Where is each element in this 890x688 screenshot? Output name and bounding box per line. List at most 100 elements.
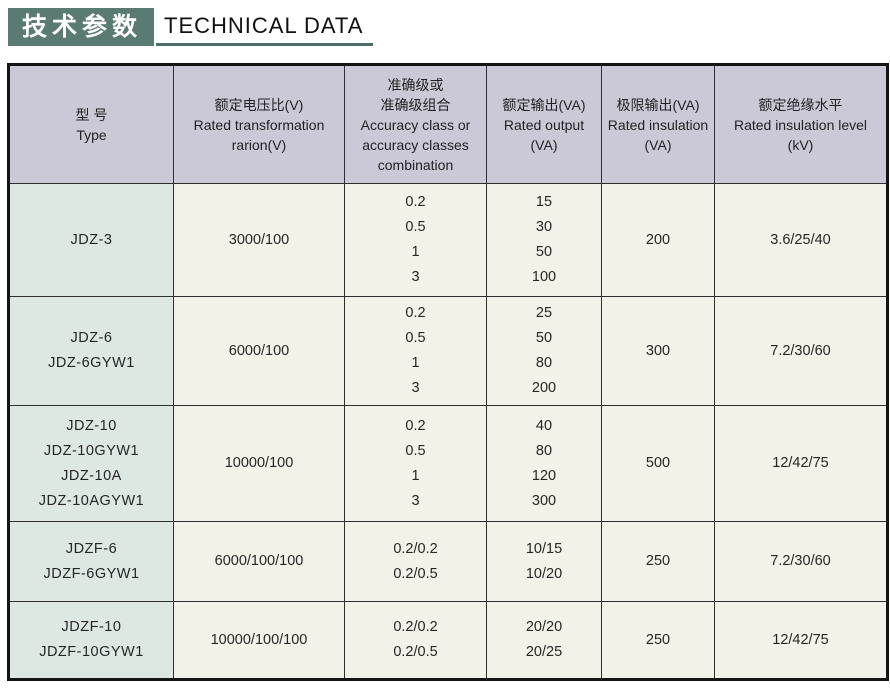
header-cell-insulation-level: 额定绝缘水平 Rated insulation level (kV) [714, 64, 888, 184]
text-line: 100 [531, 269, 557, 285]
header-row: 型 号 Type 额定电压比(V) Rated transformation rari… [8, 64, 888, 184]
text-line: Rated output [503, 116, 585, 133]
cell-insulation-level: 7.2/30/60 [714, 521, 888, 602]
text-line: 0.2/0.5 [393, 644, 438, 660]
cell-accuracy: 0.2 0.5 1 3 [344, 405, 487, 522]
text-line: 准确级或 [387, 76, 444, 93]
table-body: JDZ-3 3000/100 0.2 0.5 1 3 15 30 50 100 200 3.6/25/… [8, 183, 888, 680]
text-line: 25 [535, 305, 553, 321]
text-line: JDZ-6 [70, 330, 113, 346]
text-line: 型 号 [75, 106, 108, 123]
cell-accuracy: 0.2/0.2 0.2/0.5 [344, 601, 487, 680]
text-line: (kV) [787, 136, 814, 153]
text-line: 10000/100/100 [210, 631, 308, 648]
text-line: 6000/100 [228, 342, 290, 359]
text-line: (VA) [644, 136, 672, 153]
text-line: JDZ-10AGYW1 [38, 492, 145, 509]
header-cell-type: 型 号 Type [8, 64, 174, 184]
cell-ratio: 10000/100/100 [173, 601, 345, 680]
text-line: 50 [535, 244, 553, 260]
cell-rated-output: 40 80 120 300 [486, 405, 602, 522]
cell-rated-output: 20/20 20/25 [486, 601, 602, 680]
text-line: accuracy classes [362, 136, 469, 153]
text-line: 3.6/25/40 [770, 231, 831, 248]
table-header: 型 号 Type 额定电压比(V) Rated transformation rari… [8, 64, 888, 184]
text-line: JDZF-10 [61, 619, 122, 635]
text-line: 6000/100/100 [214, 553, 304, 569]
text-line: 0.5 [405, 442, 426, 459]
text-line: 120 [531, 467, 557, 484]
cell-ratio: 6000/100 [173, 296, 345, 406]
text-line: 15 [535, 194, 553, 210]
cell-type: JDZ-3 [8, 183, 174, 297]
text-line: JDZ-10 [66, 417, 117, 434]
text-line: JDZ-10A [61, 467, 122, 484]
text-line: 额定输出(VA) [502, 96, 586, 113]
cell-accuracy: 0.2/0.2 0.2/0.5 [344, 521, 487, 602]
table-row: JDZ-3 3000/100 0.2 0.5 1 3 15 30 50 100 200 3.6/25/… [8, 183, 888, 297]
text-line: Rated insulation level [733, 116, 868, 133]
text-line: JDZ-10GYW1 [43, 442, 140, 459]
text-line: 500 [645, 455, 671, 471]
text-line: 10000/100 [224, 455, 294, 471]
text-line: 0.5 [405, 219, 426, 235]
header-cell-ratio: 额定电压比(V) Rated transformation rarion(V) [173, 64, 345, 184]
text-line: JDZF-10GYW1 [39, 644, 144, 660]
cell-type: JDZF-10 JDZF-10GYW1 [8, 601, 174, 680]
cell-type: JDZF-6 JDZF-6GYW1 [8, 521, 174, 602]
table-row: JDZF-6 JDZF-6GYW1 6000/100/100 0.2/0.2 0.2/0… [8, 521, 888, 602]
text-line: JDZF-6 [65, 540, 118, 557]
cell-limit-output: 250 [601, 601, 715, 680]
section-header: 技术参数 TECHNICAL DATA [8, 6, 890, 46]
text-line: 80 [535, 442, 553, 459]
text-line: 80 [535, 355, 553, 371]
text-line: 7.2/30/60 [770, 553, 831, 569]
text-line: 10/20 [525, 565, 563, 582]
text-line: 额定绝缘水平 [758, 96, 843, 113]
text-line: 0.2/0.5 [393, 565, 438, 582]
table-row: JDZ-10 JDZ-10GYW1 JDZ-10A JDZ-10AGYW1 10000/… [8, 405, 888, 522]
text-line: 3000/100 [228, 231, 290, 248]
text-line: 准确级组合 [380, 96, 451, 113]
cell-limit-output: 500 [601, 405, 715, 522]
cell-limit-output: 200 [601, 183, 715, 297]
text-line: 50 [535, 330, 553, 346]
cell-ratio: 6000/100/100 [173, 521, 345, 602]
cell-rated-output: 15 30 50 100 [486, 183, 602, 297]
cell-ratio: 10000/100 [173, 405, 345, 522]
cell-limit-output: 250 [601, 521, 715, 602]
text-line: 0.5 [405, 330, 426, 346]
section-title-en: TECHNICAL DATA [156, 13, 374, 46]
text-line: JDZ-6GYW1 [48, 355, 135, 371]
text-line: 极限输出(VA) [616, 96, 700, 113]
text-line: 20/20 [525, 619, 563, 635]
text-line: 12/42/75 [772, 631, 829, 648]
section-title-cn: 技术参数 [8, 8, 155, 46]
cell-ratio: 3000/100 [173, 183, 345, 297]
text-line: Rated insulation [607, 116, 709, 133]
catalog-page: 技术参数 TECHNICAL DATA 型 号 Type 额定电压比(V) Rate… [0, 6, 890, 688]
text-line: (VA) [530, 136, 558, 153]
text-line: 10/15 [525, 540, 563, 557]
text-line: 0.2 [405, 417, 426, 434]
text-line: 1 [411, 467, 420, 484]
text-line: 12/42/75 [772, 455, 829, 471]
cell-accuracy: 0.2 0.5 1 3 [344, 183, 487, 297]
text-line: 0.2/0.2 [393, 619, 438, 635]
text-line: 40 [535, 417, 553, 434]
text-line: 30 [535, 219, 553, 235]
text-line: 0.2/0.2 [393, 540, 438, 557]
cell-rated-output: 10/15 10/20 [486, 521, 602, 602]
text-line: Accuracy class or [360, 116, 471, 133]
text-line: rarion(V) [231, 136, 287, 153]
text-line: Rated transformation [193, 116, 325, 133]
technical-data-table: 型 号 Type 额定电压比(V) Rated transformation rari… [7, 63, 889, 681]
text-line: 0.2 [405, 194, 426, 210]
text-line: Type [76, 126, 107, 143]
text-line: 7.2/30/60 [770, 342, 831, 359]
text-line: combination [377, 156, 454, 173]
text-line: JDZ-3 [70, 231, 113, 248]
text-line: 0.2 [405, 305, 426, 321]
header-cell-rated-output: 额定输出(VA) Rated output (VA) [486, 64, 602, 184]
text-line: 额定电压比(V) [214, 96, 304, 113]
